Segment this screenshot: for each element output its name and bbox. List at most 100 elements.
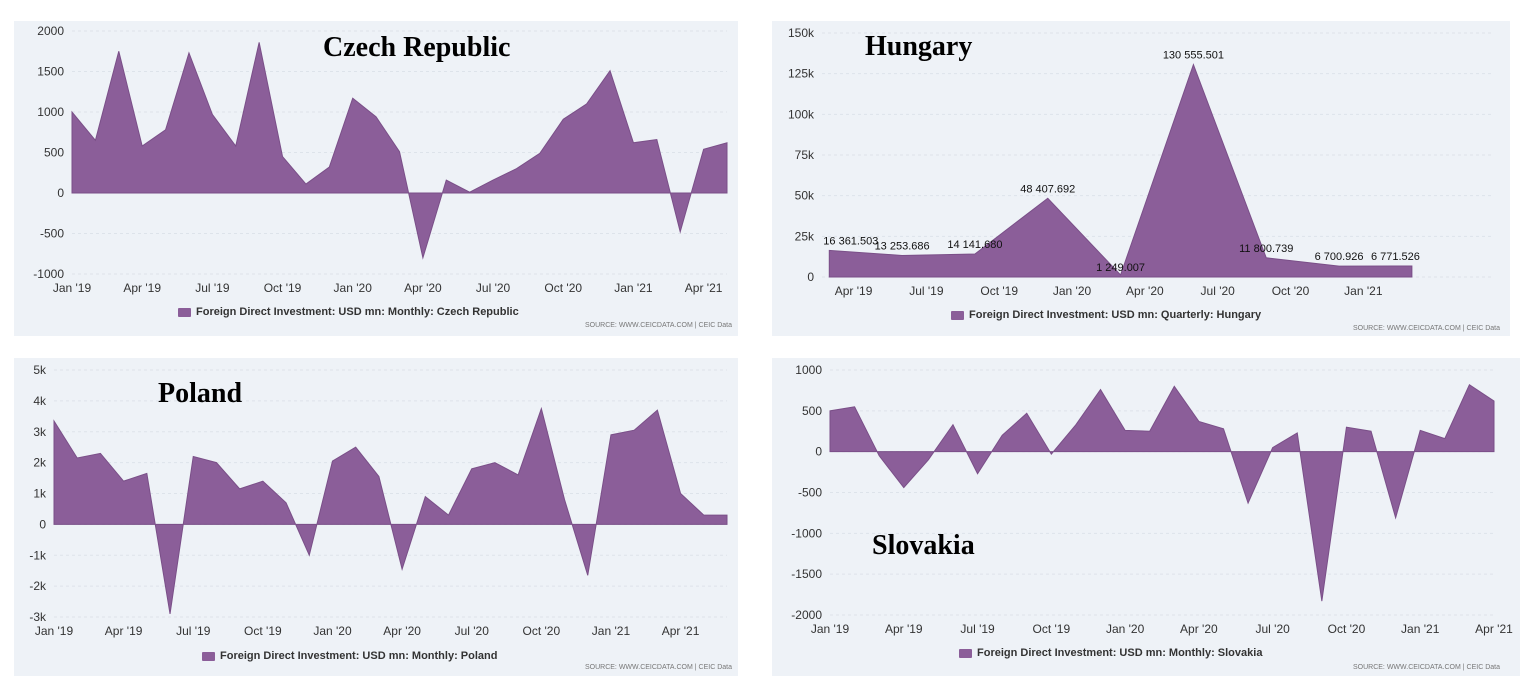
- data-point[interactable]: [234, 144, 238, 148]
- data-point[interactable]: [631, 141, 635, 145]
- data-point[interactable]: [1264, 256, 1268, 260]
- data-point[interactable]: [1148, 429, 1152, 433]
- data-point[interactable]: [702, 513, 706, 517]
- data-point[interactable]: [585, 102, 589, 106]
- data-point[interactable]: [702, 147, 706, 151]
- data-point[interactable]: [973, 252, 977, 256]
- data-point[interactable]: [327, 165, 331, 169]
- data-point[interactable]: [586, 573, 590, 577]
- data-point[interactable]: [1320, 599, 1324, 603]
- data-point[interactable]: [304, 182, 308, 186]
- data-point[interactable]: [1197, 419, 1201, 423]
- data-point[interactable]: [514, 167, 518, 171]
- data-point[interactable]: [608, 69, 612, 73]
- data-point[interactable]: [421, 256, 425, 260]
- series-area[interactable]: [829, 383, 1495, 602]
- data-point[interactable]: [1271, 446, 1275, 450]
- data-point[interactable]: [1337, 264, 1341, 268]
- data-point[interactable]: [307, 553, 311, 557]
- data-point[interactable]: [145, 471, 149, 475]
- data-point[interactable]: [468, 190, 472, 194]
- data-point[interactable]: [191, 454, 195, 458]
- data-point[interactable]: [926, 458, 930, 462]
- series-area[interactable]: [53, 406, 728, 614]
- data-point[interactable]: [976, 472, 980, 476]
- data-point[interactable]: [354, 445, 358, 449]
- data-point[interactable]: [877, 454, 881, 458]
- data-point[interactable]: [493, 461, 497, 465]
- data-point[interactable]: [281, 155, 285, 159]
- data-point[interactable]: [1394, 516, 1398, 520]
- data-point[interactable]: [1046, 196, 1050, 200]
- data-point[interactable]: [679, 492, 683, 496]
- data-point[interactable]: [257, 40, 261, 44]
- chart-legend[interactable]: Foreign Direct Investment: USD mn: Month…: [202, 650, 497, 662]
- data-point[interactable]: [164, 128, 168, 132]
- data-point[interactable]: [1443, 437, 1447, 441]
- data-point[interactable]: [470, 467, 474, 471]
- chart-legend[interactable]: Foreign Direct Investment: USD mn: Quart…: [951, 309, 1261, 321]
- data-point[interactable]: [52, 419, 56, 423]
- data-point[interactable]: [168, 612, 172, 616]
- data-point[interactable]: [1123, 428, 1127, 432]
- data-point[interactable]: [75, 456, 79, 460]
- data-point[interactable]: [1344, 425, 1348, 429]
- data-point[interactable]: [902, 486, 906, 490]
- data-point[interactable]: [214, 461, 218, 465]
- data-point[interactable]: [609, 433, 613, 437]
- chart-legend[interactable]: Foreign Direct Investment: USD mn: Month…: [959, 647, 1262, 659]
- data-point[interactable]: [93, 138, 97, 142]
- data-point[interactable]: [98, 451, 102, 455]
- series-area[interactable]: [828, 63, 1413, 278]
- data-point[interactable]: [261, 479, 265, 483]
- data-point[interactable]: [1467, 383, 1471, 387]
- chart-legend[interactable]: Foreign Direct Investment: USD mn: Month…: [178, 306, 519, 318]
- data-point[interactable]: [1418, 428, 1422, 432]
- data-point[interactable]: [187, 51, 191, 55]
- data-point[interactable]: [951, 423, 955, 427]
- data-point[interactable]: [491, 178, 495, 182]
- data-point[interactable]: [678, 230, 682, 234]
- data-point[interactable]: [655, 138, 659, 142]
- data-point[interactable]: [423, 495, 427, 499]
- data-point[interactable]: [516, 473, 520, 477]
- data-point[interactable]: [1410, 264, 1414, 268]
- data-point[interactable]: [725, 141, 729, 145]
- data-point[interactable]: [1369, 429, 1373, 433]
- data-point[interactable]: [538, 151, 542, 155]
- data-point[interactable]: [377, 475, 381, 479]
- data-point[interactable]: [444, 178, 448, 182]
- data-point[interactable]: [655, 408, 659, 412]
- data-point[interactable]: [1295, 431, 1299, 435]
- data-point[interactable]: [1191, 63, 1195, 67]
- data-point[interactable]: [398, 150, 402, 154]
- data-point[interactable]: [1099, 388, 1103, 392]
- data-point[interactable]: [561, 117, 565, 121]
- data-point[interactable]: [122, 479, 126, 483]
- data-point[interactable]: [725, 513, 729, 517]
- data-point[interactable]: [374, 115, 378, 119]
- data-point[interactable]: [853, 405, 857, 409]
- data-point[interactable]: [1025, 411, 1029, 415]
- data-point[interactable]: [351, 96, 355, 100]
- data-point[interactable]: [117, 49, 121, 53]
- data-point[interactable]: [563, 498, 567, 502]
- data-point[interactable]: [330, 459, 334, 463]
- data-point[interactable]: [1221, 427, 1225, 431]
- data-point[interactable]: [1000, 433, 1004, 437]
- data-point[interactable]: [210, 112, 214, 116]
- data-point[interactable]: [284, 501, 288, 505]
- data-point[interactable]: [1492, 399, 1496, 403]
- data-point[interactable]: [828, 409, 832, 413]
- data-point[interactable]: [140, 144, 144, 148]
- data-point[interactable]: [1172, 384, 1176, 388]
- data-point[interactable]: [900, 253, 904, 257]
- series-area[interactable]: [71, 42, 728, 260]
- data-point[interactable]: [70, 110, 74, 114]
- data-point[interactable]: [1074, 423, 1078, 427]
- data-point[interactable]: [400, 567, 404, 571]
- data-point[interactable]: [1246, 501, 1250, 505]
- data-point[interactable]: [238, 487, 242, 491]
- data-point[interactable]: [447, 513, 451, 517]
- data-point[interactable]: [539, 407, 543, 411]
